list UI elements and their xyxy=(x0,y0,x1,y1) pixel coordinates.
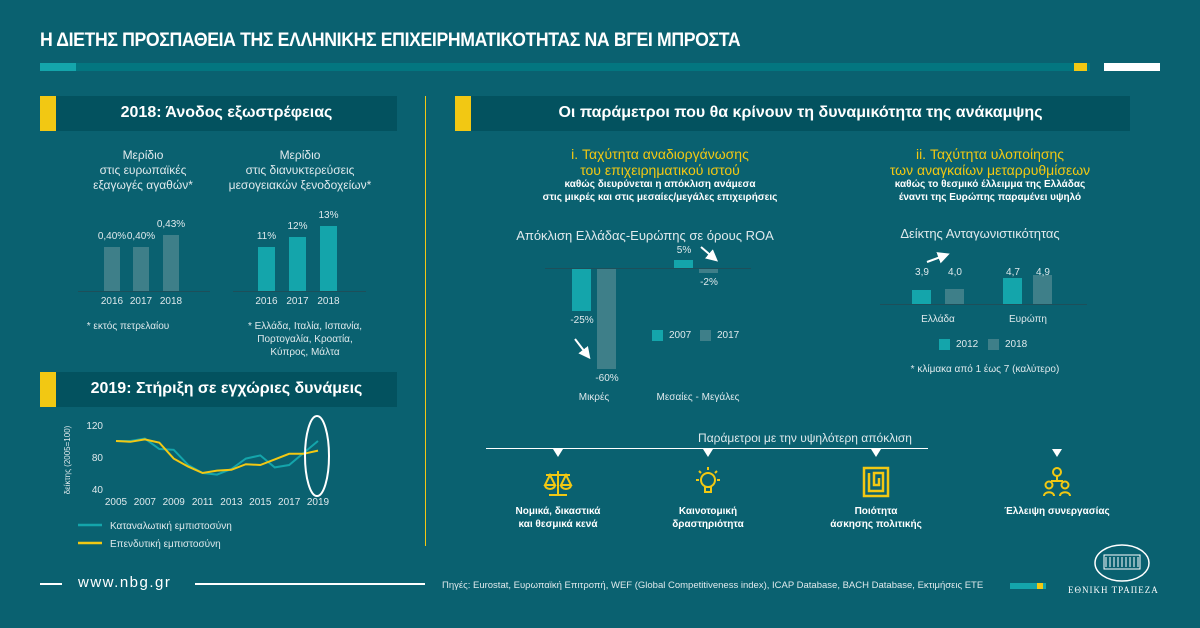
scales-icon xyxy=(541,465,575,499)
chart-title-line: στις διανυκτερεύσεις xyxy=(245,163,355,177)
param-label-line: και θεσμικά κενά xyxy=(518,519,598,530)
sources: Πηγές: Eurostat, Ευρωπαϊκή Επιτροπή, WEF… xyxy=(442,580,984,591)
section-header-2019: 2019: Στήριξη σε εγχώριες δυνάμεις xyxy=(40,372,397,407)
col1-heading: i. Ταχύτητα αναδιοργάνωσης του επιχειρημ… xyxy=(505,146,815,204)
series-line xyxy=(115,438,319,475)
param-label: Ποιότητα άσκησης πολιτικής xyxy=(806,505,946,531)
params-line xyxy=(486,448,928,449)
note-line: Πορτογαλία, Κροατία, xyxy=(257,334,353,345)
x-tick-label: 2007 xyxy=(134,497,157,508)
x-tick-label: 2011 xyxy=(192,497,214,508)
section-title: Οι παράμετροι που θα κρίνουν τη δυναμικό… xyxy=(558,104,1043,121)
x-tick-label: 2017 xyxy=(278,497,301,508)
pointer-triangle xyxy=(553,449,563,457)
pointer-triangle xyxy=(703,449,713,457)
y-tick-label: 40 xyxy=(92,485,104,496)
param-label: Έλλειψη συνεργασίας xyxy=(987,505,1127,518)
col-title: των αναγκαίων μεταρρυθμίσεων xyxy=(889,162,1091,178)
nbg-logo-icon xyxy=(1094,544,1150,582)
col-title: του επιχειρηματικού ιστού xyxy=(580,162,740,178)
highlight-ellipse xyxy=(304,415,330,497)
footer-rule xyxy=(195,583,425,585)
series-line xyxy=(116,437,319,476)
chart1-title: Μερίδιο στις ευρωπαϊκές εξαγωγές αγαθών* xyxy=(63,148,223,193)
arrow-up-icon xyxy=(926,252,950,264)
competitiveness-chart-title: Δείκτης Ανταγωνιστικότητας xyxy=(900,226,1060,241)
chart-title-line: στις ευρωπαϊκές xyxy=(99,163,187,177)
chart2-note: * Ελλάδα, Ιταλία, Ισπανία, Πορτογαλία, Κ… xyxy=(230,320,380,359)
lightbulb-icon xyxy=(691,465,725,499)
param-label-line: Καινοτομική xyxy=(678,506,738,517)
website-link[interactable]: www.nbg.gr xyxy=(78,574,172,591)
footer-rule xyxy=(40,583,62,585)
arrow-down-icon xyxy=(574,338,591,360)
param-label: Νομικά, δικαστικά και θεσμικά κενά xyxy=(488,505,628,531)
col-title: i. Ταχύτητα αναδιοργάνωσης xyxy=(571,146,749,162)
chart2-title: Μερίδιο στις διανυκτερεύσεις μεσογειακών… xyxy=(220,148,380,193)
chart1-note: * εκτός πετρελαίου xyxy=(86,321,170,332)
maze-icon xyxy=(859,465,893,499)
col-subtitle: καθώς διευρύνεται η απόκλιση ανάμεσα xyxy=(564,179,756,190)
pointer-triangle xyxy=(871,449,881,457)
x-tick-label: 2013 xyxy=(220,497,243,508)
section-title: 2018: Άνοδος εξωστρέφειας xyxy=(120,104,333,121)
footer-strip xyxy=(1010,583,1046,589)
x-tick-label: 2009 xyxy=(163,497,186,508)
col-subtitle: στις μικρές και στις μεσαίες/μεγάλες επι… xyxy=(542,192,778,203)
param-label-line: δραστηριότητα xyxy=(672,519,744,530)
section-header-2018: 2018: Άνοδος εξωστρέφειας xyxy=(40,96,397,131)
col-subtitle: έναντι της Ευρώπης παραμένει υψηλό xyxy=(898,192,1082,203)
chart-title-line: Μερίδιο xyxy=(122,148,164,162)
x-tick-label: 2005 xyxy=(105,497,128,508)
col-title: ii. Ταχύτητα υλοποίησης xyxy=(915,146,1065,162)
legend-label: Επενδυτική εμπιστοσύνη xyxy=(110,538,221,550)
note-line: Κύπρος, Μάλτα xyxy=(270,347,340,358)
page-title: Η ΔΙΕΤΗΣ ΠΡΟΣΠΑΘΕΙΑ ΤΗΣ ΕΛΛΗΝΙΚΗΣ ΕΠΙΧΕΙ… xyxy=(40,30,741,51)
people-network-icon xyxy=(1040,465,1074,499)
chart-title-line: εξαγωγές αγαθών* xyxy=(93,178,193,192)
col2-heading: ii. Ταχύτητα υλοποίησης των αναγκαίων με… xyxy=(840,146,1140,204)
note-line: * Ελλάδα, Ιταλία, Ισπανία, xyxy=(247,321,363,332)
legend-label: Καταναλωτική εμπιστοσύνη xyxy=(110,520,232,532)
nbg-logo-text: ΕΘΝΙΚΗ ΤΡΑΠΕΖΑ xyxy=(1068,585,1159,595)
chart-title-line: μεσογειακών ξενοδοχείων* xyxy=(228,178,372,192)
section-header-parameters: Οι παράμετροι που θα κρίνουν τη δυναμικό… xyxy=(455,96,1130,131)
param-label-line: Ποιότητα xyxy=(854,506,898,517)
params-title: Παράμετροι με την υψηλότερη απόκλιση xyxy=(698,431,912,445)
col-subtitle: καθώς το θεσμικό έλλειμμα της Ελλάδας xyxy=(894,179,1086,190)
arrow-down-icon xyxy=(700,246,719,262)
section-title: 2019: Στήριξη σε εγχώριες δυνάμεις xyxy=(90,380,363,397)
param-label-line: Έλλειψη συνεργασίας xyxy=(1004,506,1110,517)
param-label-line: άσκησης πολιτικής xyxy=(830,519,922,530)
roa-chart-title: Απόκλιση Ελλάδας-Ευρώπης σε όρους ROA xyxy=(516,228,774,243)
chart-title-line: Μερίδιο xyxy=(279,148,321,162)
x-tick-label: 2019 xyxy=(307,497,330,508)
param-label: Καινοτομική δραστηριότητα xyxy=(638,505,778,531)
divider xyxy=(425,96,426,546)
white-strip xyxy=(1104,63,1160,71)
y-axis-label: δείκτης (2005=100) xyxy=(63,425,72,494)
y-tick-label: 120 xyxy=(86,421,103,432)
pointer-triangle xyxy=(1052,449,1062,457)
progress-strip xyxy=(40,63,1090,71)
x-tick-label: 2015 xyxy=(249,497,272,508)
competitiveness-note: * κλίμακα από 1 έως 7 (καλύτερο) xyxy=(910,364,1060,375)
y-tick-label: 80 xyxy=(92,453,104,464)
param-label-line: Νομικά, δικαστικά xyxy=(515,506,601,517)
